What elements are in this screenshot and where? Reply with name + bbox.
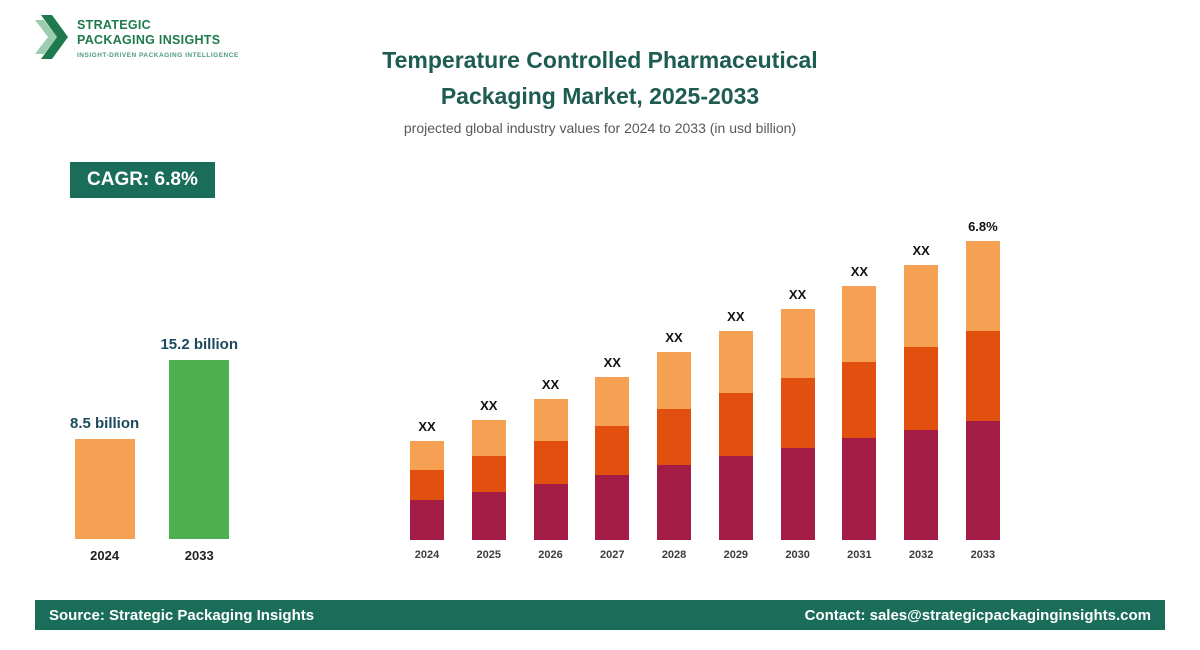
footer: Source: Strategic Packaging Insights Con… [35, 600, 1165, 630]
bar-segment-middle [718, 393, 753, 456]
page-title-line1: Temperature Controlled Pharmaceutical [382, 47, 818, 73]
bar-value-label: XX [603, 355, 621, 370]
stacked-bar-2028 [657, 352, 692, 540]
bar-segment-bottom [780, 448, 815, 540]
page-title-line2: Packaging Market, 2025-2033 [440, 83, 760, 109]
bar-group-2025: XX 2025 [471, 398, 506, 561]
bar-value-label: XX [418, 419, 436, 434]
bar-value-label: 6.8% [968, 219, 998, 234]
bar-value-label: XX [727, 309, 745, 324]
logo: STRATEGIC PACKAGING INSIGHTS INSIGHT-DRI… [35, 14, 239, 60]
stacked-bar-2032 [904, 265, 939, 540]
logo-name-line2: PACKAGING INSIGHTS [77, 33, 221, 47]
logo-name-line1: STRATEGIC [77, 18, 151, 32]
stacked-bar-2026 [533, 399, 568, 540]
mini-bar-2024 [74, 439, 135, 539]
bar-segment-middle [904, 347, 939, 430]
x-axis-label: 2028 [661, 549, 687, 561]
bar-segment-top [657, 352, 692, 409]
x-axis-label: 2030 [785, 549, 810, 561]
bar-group-2027: XX 2027 [595, 355, 630, 561]
bar-segment-middle [965, 331, 1000, 421]
stacked-bar-2029 [718, 331, 753, 540]
bar-group-2029: XX 2029 [718, 309, 753, 561]
bar-value-label: XX [480, 398, 498, 413]
bar-group-2031: XX 2031 [842, 264, 877, 561]
mini-bar-value-label: 8.5 billion [70, 415, 140, 432]
x-axis-label: 2029 [723, 549, 749, 561]
footer-source: Source: Strategic Packaging Insights [49, 606, 315, 624]
mini-x-axis-label: 2033 [184, 548, 214, 563]
bar-segment-bottom [410, 500, 444, 540]
x-axis-label: 2026 [538, 549, 563, 561]
bar-segment-top [595, 377, 630, 426]
x-axis-label: 2031 [847, 549, 872, 561]
stacked-bar-2025 [471, 420, 506, 540]
stacked-bar-2031 [842, 286, 877, 540]
x-axis-label: 2027 [600, 549, 625, 561]
mini-bar-2033 [169, 360, 230, 539]
mini-bar-group-2024: 8.5 billion 2024 [70, 415, 139, 563]
bar-segment-bottom [533, 484, 568, 540]
bar-value-label: XX [541, 377, 560, 392]
bar-segment-top [718, 331, 753, 393]
mini-bar-group-2033: 15.2 billion 2033 [160, 336, 238, 563]
bar-value-label: XX [788, 287, 807, 302]
stacked-bar-2027 [595, 377, 630, 540]
logo-chevron-icon [35, 15, 68, 59]
stacked-bar-2024 [410, 441, 444, 540]
bar-group-2026: XX 2026 [533, 377, 568, 561]
bar-group-2033: 6.8% 2033 [965, 219, 1000, 561]
x-axis-label: 2024 [414, 549, 440, 561]
bar-group-2032: XX 2032 [904, 243, 939, 561]
x-axis-label: 2032 [908, 549, 934, 561]
bar-segment-top [780, 309, 815, 378]
bar-segment-middle [410, 470, 444, 500]
bar-segment-bottom [657, 465, 692, 540]
mini-bar-value-label: 15.2 billion [160, 336, 238, 353]
main-chart-bars: XX 2024 XX 2025 XX 2026 XX 2027 XX 2028 XX 2029 XX 20… [410, 212, 1000, 561]
bar-segment-top [533, 399, 568, 441]
bar-segment-middle [595, 426, 630, 475]
bar-segment-top [965, 241, 1000, 331]
mini-x-axis-label: 2024 [90, 548, 120, 563]
bar-segment-bottom [595, 475, 630, 540]
bar-segment-top [471, 420, 506, 456]
bar-segment-middle [780, 378, 815, 448]
bar-segment-middle [533, 441, 568, 484]
bar-segment-middle [842, 362, 877, 438]
bar-segment-bottom [965, 421, 1000, 540]
cagr-badge: CAGR: 6.8% [70, 162, 215, 198]
logo-text: STRATEGIC PACKAGING INSIGHTS INSIGHT-DRI… [77, 14, 239, 59]
bar-segment-bottom [842, 438, 877, 540]
bar-value-label: XX [850, 264, 869, 279]
bar-segment-top [410, 441, 444, 470]
logo-tagline: INSIGHT-DRIVEN PACKAGING INTELLIGENCE [77, 52, 239, 59]
stacked-bar-2030 [780, 309, 815, 540]
page-subtitle: projected global industry values for 202… [403, 120, 797, 136]
bar-group-2028: XX 2028 [657, 330, 692, 561]
bar-segment-top [904, 265, 939, 347]
bar-segment-middle [471, 456, 506, 492]
stacked-bar-2033 [965, 241, 1000, 540]
bar-segment-middle [657, 409, 692, 465]
x-axis-label: 2033 [970, 549, 996, 561]
bar-segment-bottom [904, 430, 939, 540]
mini-chart-bars: 8.5 billion 2024 15.2 billion 2033 [70, 328, 238, 563]
bar-group-2024: XX 2024 [410, 419, 444, 561]
bar-segment-top [842, 286, 877, 362]
bar-group-2030: XX 2030 [780, 287, 815, 561]
bar-value-label: XX [665, 330, 683, 345]
bar-value-label: XX [912, 243, 930, 258]
bar-segment-bottom [471, 492, 506, 540]
bar-segment-bottom [718, 456, 753, 540]
x-axis-label: 2025 [476, 549, 501, 561]
title-block: Temperature Controlled Pharmaceutical Pa… [250, 42, 950, 136]
footer-contact: Contact: sales@strategicpackaginginsight… [804, 606, 1151, 624]
